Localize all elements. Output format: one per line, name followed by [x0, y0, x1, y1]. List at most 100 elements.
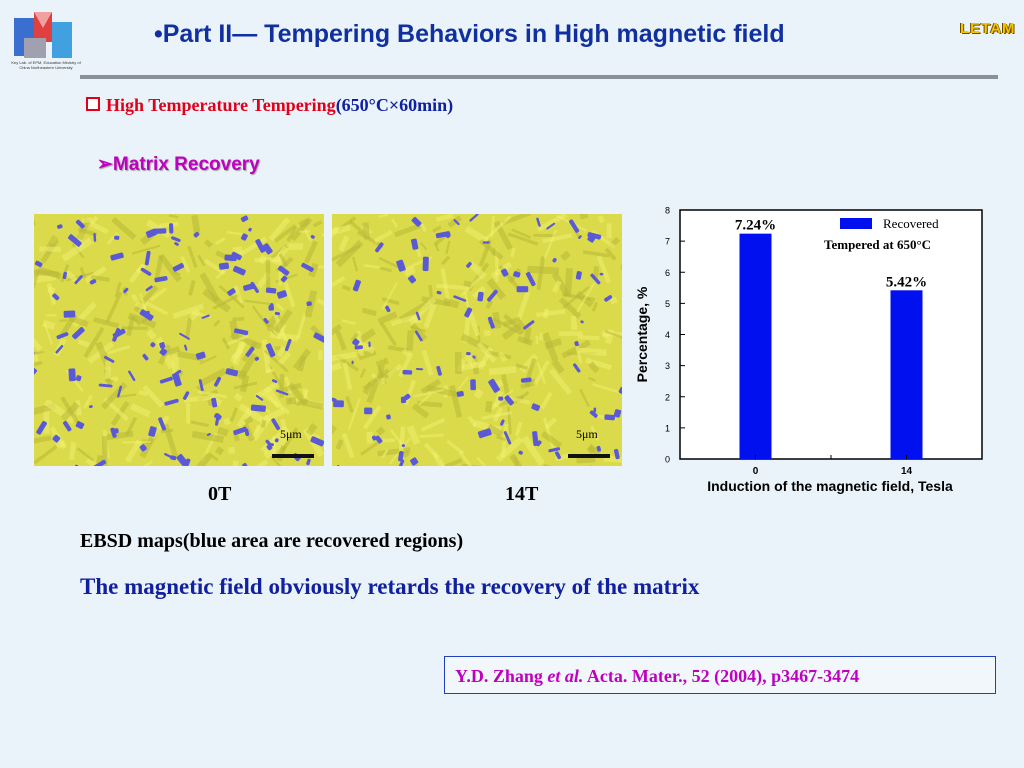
recovered-region [456, 390, 464, 397]
grain-mark [199, 355, 217, 365]
grain-mark [520, 382, 531, 389]
grain-mark [434, 243, 440, 252]
section-title-text: Matrix Recovery [112, 154, 260, 175]
grain-mark [172, 303, 205, 319]
grain-mark [130, 403, 151, 418]
grain-mark [332, 362, 342, 373]
recovered-region [477, 428, 492, 439]
grain-mark [79, 266, 87, 280]
grain-mark [468, 261, 487, 280]
grain-mark [138, 390, 148, 397]
legend-swatch [840, 218, 872, 229]
recovered-region [464, 307, 473, 318]
grain-mark [454, 351, 462, 374]
grain-mark [81, 217, 93, 224]
grain-mark [190, 420, 209, 428]
recovered-region [513, 271, 521, 278]
grain-mark [439, 458, 454, 466]
recovered-region [110, 252, 124, 261]
grain-mark [418, 392, 432, 406]
grain-mark [180, 255, 191, 273]
grain-mark [183, 394, 215, 403]
grain-mark [271, 309, 293, 336]
recovered-region [240, 215, 249, 222]
y-axis-label: Percentage, % [634, 286, 650, 382]
grain-mark [204, 239, 213, 248]
y-tick-label: 1 [665, 423, 670, 433]
y-tick-label: 8 [665, 206, 670, 216]
bar-data-label: 7.24% [735, 218, 776, 234]
grain-mark [202, 288, 232, 313]
grain-mark [381, 448, 389, 459]
grain-mark [420, 223, 427, 232]
recovered-region [415, 311, 421, 321]
grain-mark [473, 388, 484, 400]
recovered-region [555, 451, 562, 460]
grain-mark [83, 394, 93, 409]
recovered-region [546, 222, 556, 230]
grain-mark [270, 455, 293, 466]
grain-mark [576, 282, 596, 313]
grain-mark [421, 296, 451, 307]
grain-mark [394, 223, 422, 238]
grain-mark [207, 452, 219, 462]
recovered-region [93, 232, 97, 242]
grain-mark [280, 418, 287, 432]
recovered-region [263, 318, 269, 324]
recovered-region [402, 369, 413, 375]
recovered-region [375, 242, 384, 253]
grain-mark [93, 317, 120, 329]
recovered-region [164, 453, 176, 460]
grain-mark [359, 368, 367, 379]
grain-mark [243, 416, 254, 425]
recovered-region [211, 397, 218, 408]
grain-mark [362, 381, 374, 395]
recovered-region [351, 360, 354, 365]
bar [739, 233, 772, 459]
grain-mark [107, 344, 131, 355]
grain-mark [604, 247, 617, 261]
grain-mark [229, 407, 238, 422]
grain-mark [467, 311, 481, 337]
grain-mark [551, 280, 562, 293]
recovered-region [233, 328, 249, 336]
bar-data-label: 5.42% [886, 274, 927, 290]
grain-mark [267, 324, 275, 332]
grain-mark [609, 296, 618, 305]
grain-mark [478, 238, 504, 260]
grain-mark [543, 229, 558, 260]
recovered-region [104, 355, 115, 363]
grain-mark [484, 330, 491, 336]
grain-mark [413, 388, 444, 398]
grain-mark [39, 246, 61, 252]
recovered-region [128, 370, 136, 382]
grain-mark [283, 282, 296, 308]
recovered-region [599, 272, 604, 276]
y-tick-label: 0 [665, 455, 670, 465]
x-axis-label: Induction of the magnetic field, Tesla [707, 478, 953, 494]
grain-mark [484, 215, 512, 241]
grain-mark [221, 337, 231, 350]
grain-mark [302, 388, 308, 399]
grain-mark [564, 268, 573, 297]
grain-mark [486, 423, 504, 438]
grain-mark [467, 415, 478, 427]
university-logo [14, 12, 72, 58]
recovered-region [176, 453, 188, 466]
recovered-region [411, 238, 419, 250]
grain-mark [592, 383, 621, 394]
reference-box: Y.D. Zhang et al. Acta. Mater., 52 (2004… [444, 656, 996, 694]
recovered-region [271, 379, 278, 384]
grain-mark [318, 350, 323, 360]
subheading-main: High Temperature Tempering [106, 95, 336, 115]
grain-mark [560, 250, 571, 261]
grain-mark [391, 218, 399, 228]
grain-mark [34, 350, 44, 358]
grain-mark [254, 424, 261, 434]
grain-mark [317, 265, 324, 269]
recovered-region [68, 368, 76, 382]
grain-mark [508, 396, 531, 405]
recovered-region [280, 275, 288, 283]
grain-mark [579, 214, 589, 220]
grain-mark [42, 319, 56, 330]
